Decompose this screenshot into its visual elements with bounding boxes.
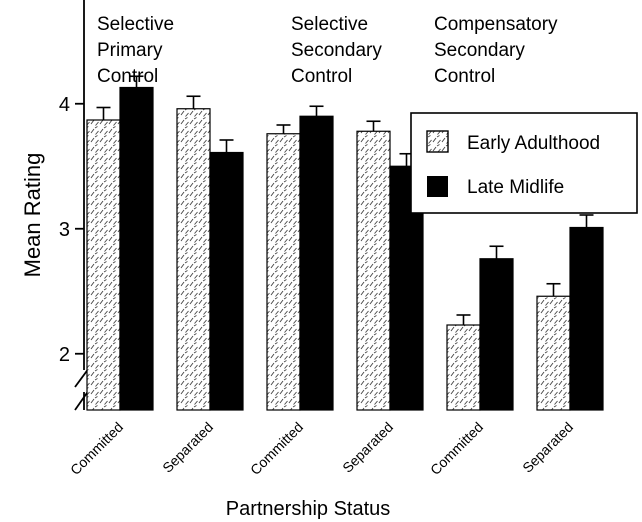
group-labels: Selective Primary Control Selective Secondar… — [97, 14, 558, 87]
bar — [119, 86, 154, 411]
bar — [299, 115, 334, 411]
legend-box — [410, 112, 638, 214]
x-tick-label: Separated — [519, 419, 576, 476]
x-tick-label: Committed — [247, 419, 306, 478]
group-label-line: Secondary — [291, 40, 382, 61]
y-axis-title: Mean Rating — [20, 153, 45, 278]
bar — [209, 151, 244, 411]
bar — [86, 119, 121, 411]
legend-label-late-midlife: Late Midlife — [467, 177, 564, 198]
legend-swatch-early-adulthood — [426, 130, 449, 153]
x-tick-label: Separated — [159, 419, 216, 476]
y-tick-label: 4 — [59, 94, 70, 116]
bars — [86, 75, 604, 411]
bar — [569, 226, 604, 411]
group-label-line: Control — [291, 66, 352, 87]
x-tick-label: Committed — [67, 419, 126, 478]
bar — [479, 258, 514, 411]
x-tick-label: Committed — [427, 419, 486, 478]
bar — [266, 133, 301, 411]
legend: Early Adulthood Late Midlife — [410, 112, 638, 214]
bar — [536, 295, 571, 411]
y-tick-label: 2 — [59, 344, 70, 366]
axes: 2345 — [59, 0, 90, 411]
bar — [356, 130, 391, 411]
x-tick-labels: Committed Separated Committed Separated Comm… — [67, 419, 576, 478]
group-label-line: Selective — [291, 14, 368, 35]
legend-label-early-adulthood: Early Adulthood — [467, 133, 600, 154]
y-tick-label: 3 — [59, 219, 70, 241]
group-label-line: Control — [97, 66, 158, 87]
group-label-line: Compensatory — [434, 14, 558, 35]
group-label-line: Secondary — [434, 40, 525, 61]
group-label-line: Selective — [97, 14, 174, 35]
bar — [446, 324, 481, 411]
x-axis-title: Partnership Status — [226, 498, 391, 520]
legend-swatch-late-midlife — [427, 176, 448, 197]
group-label-line: Control — [434, 66, 495, 87]
group-label-line: Primary — [97, 40, 163, 61]
x-tick-label: Separated — [339, 419, 396, 476]
bar — [176, 108, 211, 411]
